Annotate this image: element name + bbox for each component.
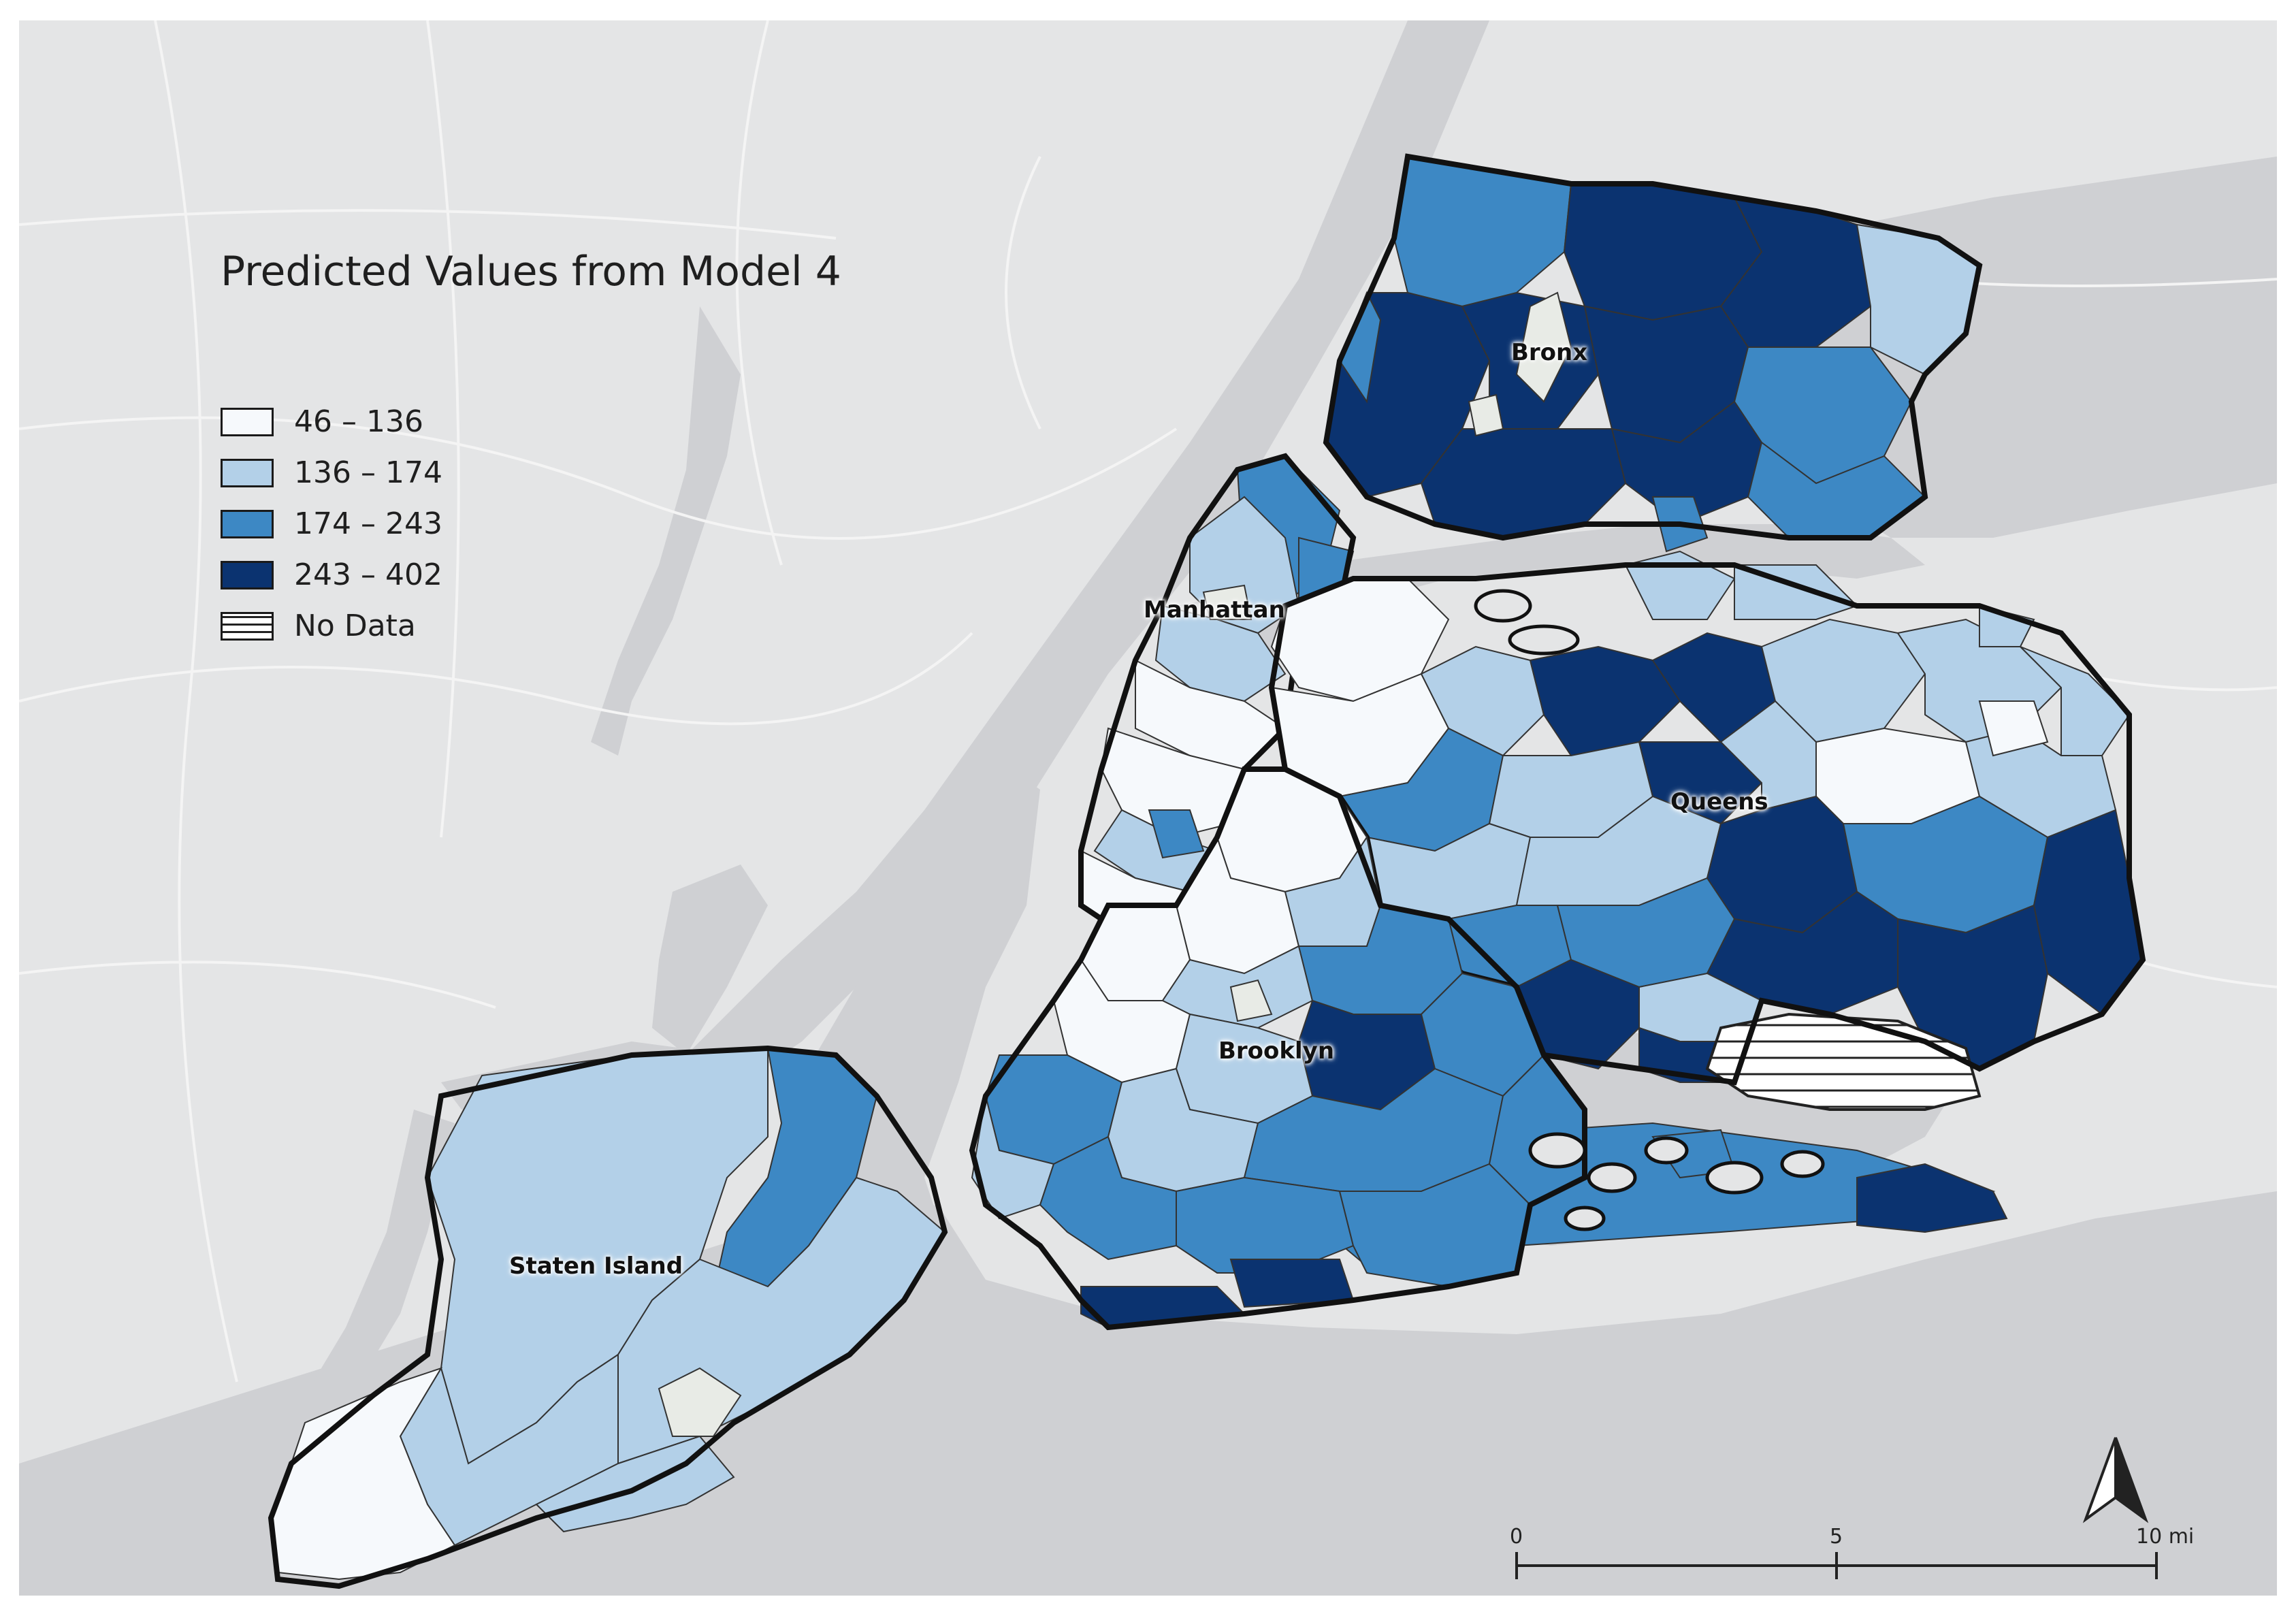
tract — [1978, 700, 2049, 757]
legend-swatch — [221, 509, 274, 538]
map-title: Predicted Values from Model 4 — [221, 248, 841, 295]
tract — [1468, 393, 1504, 437]
legend-swatch — [221, 458, 274, 487]
brooklyn-outline — [969, 766, 1587, 1331]
legend-swatch — [221, 560, 274, 589]
tract — [658, 1367, 742, 1437]
staten-island-region — [268, 1045, 948, 1589]
legend-item: 46 – 136 — [221, 396, 442, 447]
tract — [1202, 584, 1252, 620]
tract — [1148, 809, 1205, 859]
tract — [1979, 604, 2035, 647]
tract — [1515, 291, 1572, 403]
bronx-region — [1323, 153, 1983, 553]
tract — [1529, 645, 1681, 757]
tract — [535, 1435, 735, 1533]
scale-label-mid: 5 — [1830, 1525, 1843, 1549]
jersey-river — [591, 306, 741, 756]
legend-item: 243 – 402 — [221, 549, 442, 600]
north-arrow-icon — [2082, 1437, 2149, 1523]
legend-label: 174 – 243 — [294, 506, 442, 541]
legend-item: No Data — [221, 600, 442, 651]
map-legend: 46 – 136 136 – 174 174 – 243 243 – 402 N… — [221, 396, 442, 651]
arthur-kill — [305, 1110, 455, 1423]
map-frame: Predicted Values from Model 4 46 – 136 1… — [19, 20, 2277, 1596]
newark-bay — [652, 864, 768, 1055]
legend-label: No Data — [294, 609, 416, 643]
legend-swatch-hatch — [221, 611, 274, 641]
label-bronx: Bronx — [1511, 339, 1588, 366]
scale-label-end: 10 mi — [2136, 1525, 2195, 1549]
choropleth-map — [19, 20, 2277, 1596]
tract — [1154, 604, 1287, 702]
tract — [1856, 1163, 2008, 1233]
staten-outline — [268, 1045, 948, 1589]
scale-bar — [1515, 1552, 2158, 1579]
bronx-outline — [1323, 153, 1983, 541]
tract — [1229, 979, 1273, 1022]
legend-swatch — [221, 407, 274, 436]
legend-label: 243 – 402 — [294, 557, 442, 592]
islands — [1474, 589, 1825, 1231]
tract — [1624, 550, 1736, 620]
label-staten-island: Staten Island — [509, 1253, 683, 1280]
legend-label: 136 – 174 — [294, 455, 442, 490]
tract — [1100, 727, 1246, 839]
legend-item: 174 – 243 — [221, 498, 442, 549]
legend-item: 136 – 174 — [221, 447, 442, 498]
tract — [1734, 564, 1858, 620]
label-brooklyn: Brooklyn — [1218, 1037, 1335, 1065]
label-manhattan: Manhattan — [1144, 596, 1285, 624]
scale-label-start: 0 — [1510, 1525, 1523, 1549]
brooklyn-region — [969, 766, 1587, 1331]
label-queens: Queens — [1670, 788, 1768, 815]
legend-label: 46 – 136 — [294, 404, 423, 439]
